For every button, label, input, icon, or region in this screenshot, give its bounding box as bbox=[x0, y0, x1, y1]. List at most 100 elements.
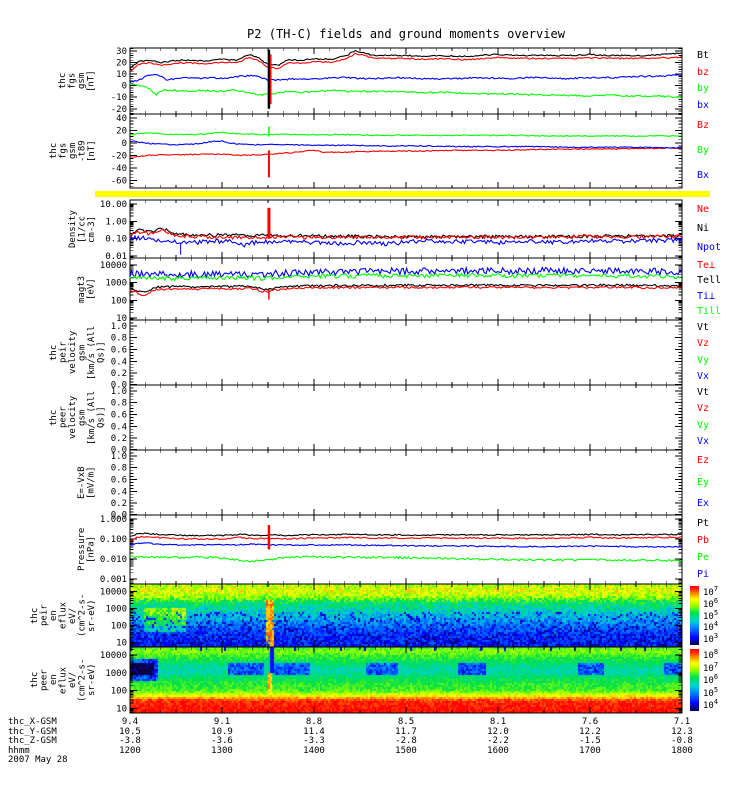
ytick-label: 0 bbox=[122, 82, 127, 92]
ytick-label: 10000 bbox=[100, 588, 127, 598]
colorbar-tick-10^3: 103 bbox=[703, 632, 719, 645]
colorbar-tick-10^7: 107 bbox=[703, 585, 719, 598]
xaxis-value: 11.4 bbox=[303, 726, 325, 737]
panel-frame-pressure bbox=[129, 514, 683, 585]
ytick-label: 1000 bbox=[105, 279, 127, 289]
ylabel-fgs_gsm: thc fgs gsm [nT] bbox=[58, 70, 97, 92]
ytick-label: 0.001 bbox=[100, 575, 127, 585]
series-by bbox=[129, 82, 682, 99]
date-label: 2007 May 28 bbox=[8, 755, 68, 766]
xaxis-column-1800: 7.1 12.3 -0.8 1800 bbox=[652, 717, 712, 756]
ylabel-density: Density [1/cc cm-3] bbox=[67, 210, 97, 248]
series-Pb bbox=[129, 535, 682, 542]
xaxis-caption-z: thc_Z-GSM bbox=[8, 736, 57, 747]
series-Bz bbox=[129, 147, 682, 158]
legend-Bt: Bt bbox=[697, 50, 710, 62]
ytick-label: 20 bbox=[116, 58, 127, 68]
ylabel-fgs_gsm_t89: thc fgs gsm -t89 [nT] bbox=[48, 140, 97, 162]
xaxis-value: 12.0 bbox=[487, 726, 509, 737]
ytick-label: 0.0 bbox=[111, 510, 127, 520]
legend-Ez: Ez bbox=[697, 454, 710, 466]
xaxis-value: 7.1 bbox=[673, 717, 691, 727]
xaxis-value: 1600 bbox=[487, 745, 509, 756]
ytick-label: 10000 bbox=[100, 651, 127, 661]
series-Ti_perp bbox=[129, 265, 682, 280]
ytick-label: 0.6 bbox=[111, 411, 127, 421]
legend-Ni: Ni bbox=[697, 223, 710, 234]
xaxis-value: -1.5 bbox=[579, 736, 601, 747]
colorbar-tick-10^4: 104 bbox=[703, 698, 719, 711]
ytick-label: 0.0 bbox=[111, 380, 127, 390]
legend-Pt: Pt bbox=[697, 517, 710, 529]
legend-bz: bz bbox=[697, 66, 710, 78]
xaxis-value: 12.2 bbox=[579, 726, 601, 737]
ylabel-peer_velocity_gsm: thc peer velocity gsm [km/s (All Qs)] bbox=[48, 390, 107, 445]
legend-Bz: Bz bbox=[697, 120, 710, 132]
xaxis-column-1200: 9.4 10.5 -3.8 1200 bbox=[100, 717, 160, 756]
legend-Vz: Vz bbox=[697, 403, 710, 415]
ytick-label: 0.010 bbox=[100, 555, 127, 565]
series-bx bbox=[129, 73, 682, 84]
ytick-label: 1000 bbox=[105, 669, 127, 679]
ytick-label: 0.2 bbox=[111, 434, 127, 444]
ytick-label: 0.8 bbox=[111, 464, 127, 474]
legend-Ey: Ey bbox=[697, 476, 710, 488]
spectrogram-peer_en_eflux bbox=[130, 647, 682, 713]
xaxis-value: 1300 bbox=[211, 745, 233, 756]
xaxis-value: 9.1 bbox=[213, 717, 231, 727]
ytick-label: 20 bbox=[116, 126, 127, 136]
xaxis-value: 9.4 bbox=[121, 717, 139, 727]
panel-frame-e_vxb bbox=[129, 449, 683, 516]
ytick-label: 40 bbox=[116, 114, 127, 124]
colorbar-tick-10^7: 107 bbox=[703, 660, 719, 674]
legend-Pb: Pb bbox=[697, 534, 710, 546]
legend-Pe: Pe bbox=[697, 552, 710, 564]
colorbar-tick-10^8: 108 bbox=[703, 648, 719, 661]
xaxis-value: -3.8 bbox=[119, 736, 141, 747]
ytick-label: 0.0 bbox=[111, 445, 127, 455]
ytick-label: 30 bbox=[116, 47, 127, 57]
ytick-label: 1.0 bbox=[111, 387, 127, 397]
ytick-label: 0.6 bbox=[111, 346, 127, 356]
ytick-label: -20 bbox=[111, 105, 127, 115]
xaxis-column-1500: 8.5 11.7 -2.8 1500 bbox=[376, 717, 436, 756]
ytick-label: 1.0 bbox=[111, 322, 127, 332]
xaxis-value: -2.2 bbox=[487, 736, 509, 747]
panel-frame-peer_velocity_gsm bbox=[129, 384, 683, 451]
ytick-label: 0.100 bbox=[100, 535, 127, 545]
series-Pe bbox=[129, 555, 682, 563]
xaxis-value: 8.1 bbox=[489, 717, 507, 727]
series-Bt bbox=[129, 49, 682, 69]
xaxis-value: 1500 bbox=[395, 745, 417, 756]
xaxis-value: 10.5 bbox=[119, 726, 141, 737]
legend-Vz: Vz bbox=[697, 338, 710, 350]
legend-Ex: Ex bbox=[697, 498, 710, 510]
ytick-label: -40 bbox=[111, 164, 127, 174]
series-Pi bbox=[129, 542, 682, 548]
legend-Vy: Vy bbox=[697, 354, 710, 366]
ytick-label: 0.2 bbox=[111, 369, 127, 379]
ylabel-magt3: magt3 [eV] bbox=[77, 275, 97, 303]
legend-Bx: Bx bbox=[697, 169, 710, 181]
colorbar-peir_en_eflux bbox=[690, 586, 699, 645]
legend-Vt: Vt bbox=[697, 322, 710, 334]
panel-frame-peer_en_eflux bbox=[129, 646, 683, 714]
legend-Vx: Vx bbox=[697, 370, 710, 382]
xaxis-value: 1800 bbox=[671, 745, 693, 756]
xaxis-value: 10.9 bbox=[211, 726, 233, 737]
legend-Ti⊥: Ti⊥ bbox=[697, 290, 716, 302]
ytick-label: 0 bbox=[122, 139, 127, 149]
xaxis-value: -2.8 bbox=[395, 736, 417, 747]
xaxis-value: 8.8 bbox=[305, 717, 323, 727]
legend-Till: Till bbox=[697, 306, 722, 318]
ylabel-peir_en_eflux: thc peir en eflux eV/ (cm^2-s- sr-eV) bbox=[29, 593, 97, 638]
xaxis-caption-x: thc_X-GSM bbox=[8, 717, 57, 727]
ytick-label: 10 bbox=[116, 639, 127, 649]
legend-Te⊥: Te⊥ bbox=[697, 259, 716, 271]
series-Pt bbox=[129, 532, 682, 537]
ytick-label: 0.4 bbox=[111, 357, 127, 367]
xaxis-caption-hhmm: hhmm bbox=[8, 745, 30, 756]
xaxis-value: 7.6 bbox=[581, 717, 599, 727]
xaxis-value: 12.3 bbox=[671, 726, 693, 737]
